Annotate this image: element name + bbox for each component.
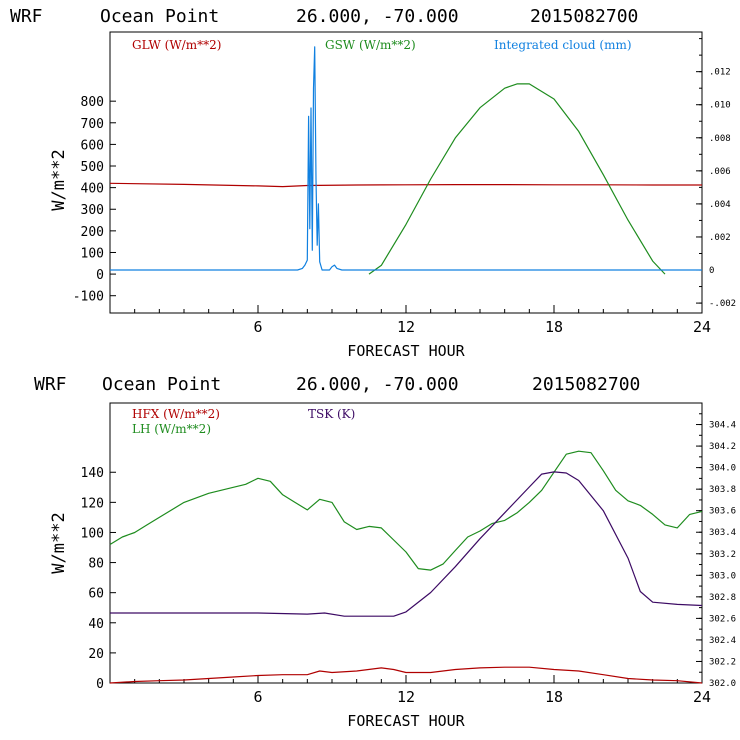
bottom-y-axis: 0 20 40 60 80 100 120 140 [81,466,116,692]
bottom-y2tick-label: 302.2 [709,657,736,667]
bottom-xtick-label: 24 [693,688,711,706]
top-x-axis: 6 12 18 24 [134,305,711,336]
top-xtick-label: 18 [545,318,563,336]
bottom-header-coords: 26.000, -70.000 [296,374,459,395]
top-y2tick-label: .006 [709,167,731,177]
top-series-group [109,46,702,275]
bottom-y2tick-label: 303.4 [709,528,736,538]
bottom-series-2-line [110,471,703,617]
top-y-axis: -100 0 100 200 300 400 500 600 700 800 [73,95,116,305]
bottom-y2tick-label: 302.4 [709,636,736,646]
bottom-y2tick-label: 303.0 [709,571,736,581]
bottom-ytick-label: 0 [96,677,104,692]
bottom-xtick-label: 12 [397,688,415,706]
top-series-2-line [110,46,702,271]
bottom-series-0-line [109,666,703,684]
top-ytick-label: 200 [81,225,104,240]
top-ytick-label: 700 [81,117,104,132]
top-series-0-line [109,182,702,188]
top-legend-glw: GLW (W/m**2) [132,38,221,52]
bottom-y2tick-label: 304.2 [709,442,736,452]
top-ytick-label: 400 [81,182,104,197]
bottom-ytick-label: 80 [88,557,104,572]
top-ytick-label: 300 [81,203,104,218]
top-header-date: 2015082700 [530,6,638,27]
top-xtick-label: 12 [397,318,415,336]
bottom-y2tick-label: 303.6 [709,507,736,517]
bottom-y2tick-label: 304.0 [709,464,736,474]
top-y2tick-label: .008 [709,134,731,144]
bottom-legend-hfx: HFX (W/m**2) [132,407,220,421]
bottom-y2tick-label: 302.8 [709,593,736,603]
top-ytick-label: 500 [81,160,104,175]
bottom-y2tick-label: 303.8 [709,485,736,495]
top-y2tick-label: .012 [709,68,731,78]
bottom-xtick-label: 6 [253,688,262,706]
top-plot-frame [109,31,703,314]
bottom-ytick-label: 140 [81,466,104,481]
bottom-series-group [109,450,703,684]
bottom-ytick-label: 120 [81,496,104,511]
top-y2tick-label: .010 [709,101,731,111]
bottom-x-axis: 6 12 18 24 [134,675,711,706]
top-xtick-label: 6 [253,318,262,336]
bottom-ylabel: W/m**2 [49,512,69,573]
bottom-ytick-label: 40 [88,617,104,632]
bottom-header-date: 2015082700 [532,374,640,395]
top-ytick-label: 100 [81,246,104,261]
top-legend-gsw: GSW (W/m**2) [325,38,416,52]
panel-top: WRF Ocean Point 26.000, -70.000 20150827… [10,6,736,360]
bottom-ytick-label: 100 [81,526,104,541]
top-y2tick-label: .002 [709,233,731,243]
bottom-ytick-label: 20 [88,647,104,662]
bottom-xlabel: FORECAST HOUR [347,712,465,730]
top-y2tick-label: .004 [709,200,731,210]
bottom-ytick-label: 60 [88,587,104,602]
top-header-model: WRF [10,6,43,27]
bottom-y2tick-label: 302.0 [709,679,736,689]
top-header-coords: 26.000, -70.000 [296,6,459,27]
bottom-xtick-label: 18 [545,688,563,706]
top-y2tick-label: -.002 [709,299,736,309]
bottom-y2tick-label: 302.6 [709,614,736,624]
top-legend-cloud: Integrated cloud (mm) [494,38,632,52]
top-ytick-label: -100 [73,290,104,305]
top-y2tick-label: 0 [709,266,714,276]
bottom-series-1-line [109,450,703,571]
bottom-plot-frame [109,402,703,684]
top-xlabel: FORECAST HOUR [347,342,465,360]
bottom-header-model: WRF [34,374,67,395]
top-ytick-label: 0 [96,268,104,283]
top-ytick-label: 800 [81,95,104,110]
top-header-location: Ocean Point [100,6,219,27]
bottom-y2tick-label: 304.4 [709,421,736,431]
bottom-header-location: Ocean Point [102,374,221,395]
top-ylabel: W/m**2 [49,149,69,210]
bottom-legend-lh: LH (W/m**2) [132,422,211,436]
bottom-y2tick-label: 303.2 [709,550,736,560]
panel-bottom: WRF Ocean Point 26.000, -70.000 20150827… [34,374,736,730]
top-ytick-label: 600 [81,138,104,153]
top-series-1-line [368,83,666,275]
top-xtick-label: 24 [693,318,711,336]
bottom-y2-axis: 302.0 302.2 302.4 302.6 302.8 303.0 303.2 303.4… [696,413,736,689]
bottom-legend-tsk: TSK (K) [308,407,355,421]
